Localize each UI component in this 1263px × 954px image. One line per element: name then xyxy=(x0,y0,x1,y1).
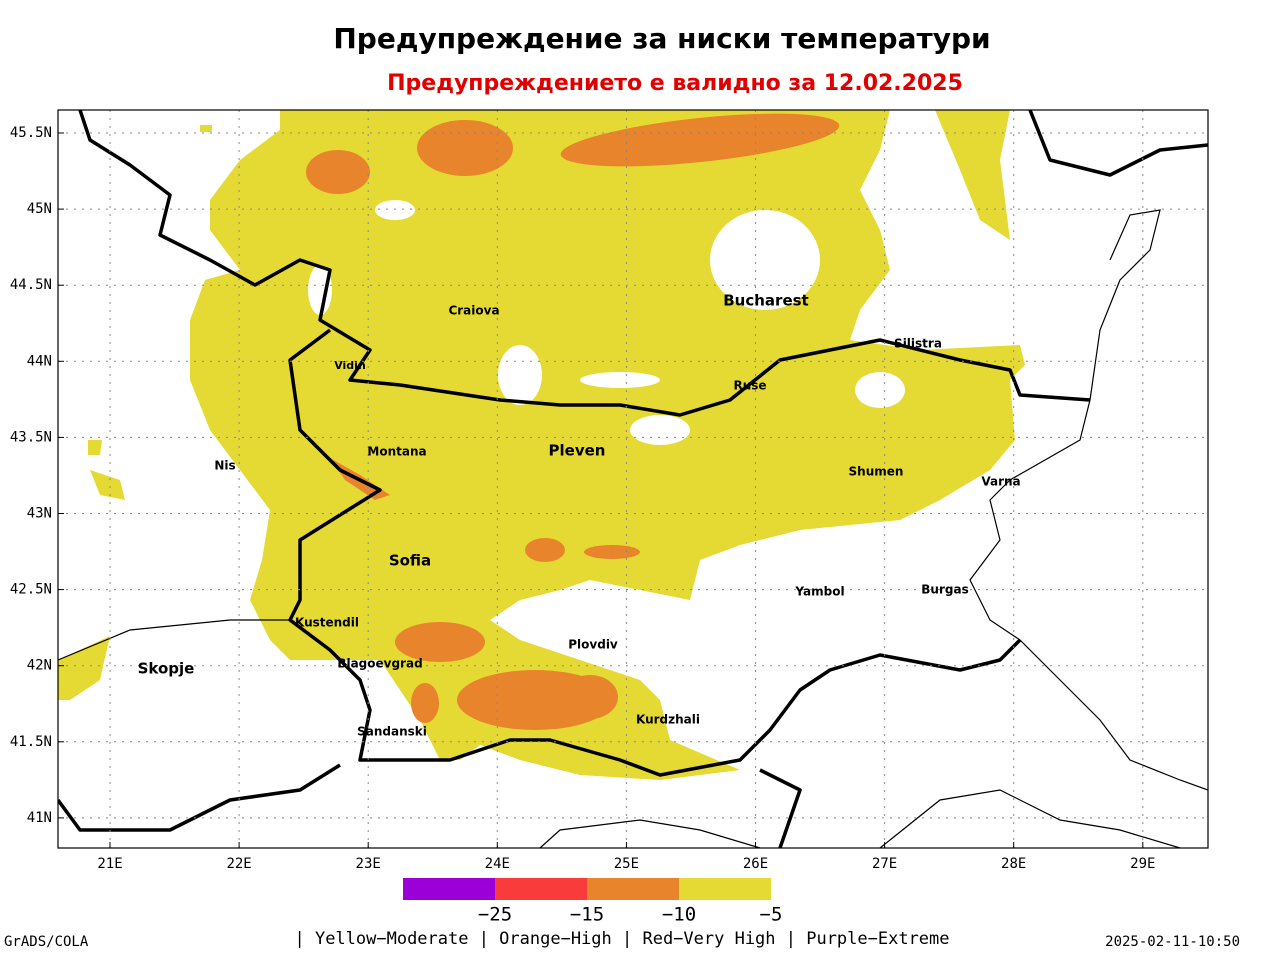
lon-label: 24E xyxy=(485,856,510,872)
colorbar xyxy=(403,878,771,900)
place-label: Silistra xyxy=(894,337,942,351)
place-label: Varna xyxy=(981,475,1020,489)
lat-label: 42.5N xyxy=(10,582,52,598)
lat-label: 45.5N xyxy=(10,125,52,141)
colorbar-label: −10 xyxy=(662,904,696,926)
place-label: Ruse xyxy=(733,379,766,393)
legend-text: | Yellow−Moderate | Orange−High | Red−Ve… xyxy=(294,929,949,949)
high-areas xyxy=(306,113,840,730)
place-label: Montana xyxy=(367,445,426,459)
lat-label: 43.5N xyxy=(10,429,52,445)
place-label: Yambol xyxy=(794,585,844,599)
place-label: Burgas xyxy=(921,583,968,597)
lon-label: 29E xyxy=(1130,856,1155,872)
place-label: Sofia xyxy=(389,552,431,570)
place-label: Craiova xyxy=(448,304,499,318)
place-label: Vidin xyxy=(334,359,366,372)
lon-label: 27E xyxy=(872,856,897,872)
place-label: Blagoevgrad xyxy=(337,657,422,671)
lat-label: 43N xyxy=(27,506,52,522)
place-label: Sandanski xyxy=(357,725,427,739)
place-label: Skopje xyxy=(138,660,195,678)
lat-label: 42N xyxy=(27,658,52,674)
place-label: Kurdzhali xyxy=(636,713,700,727)
place-label: Shumen xyxy=(849,465,904,479)
colorbar-label: −25 xyxy=(478,904,512,926)
lat-label: 44N xyxy=(27,353,52,369)
place-label: Plovdiv xyxy=(568,638,618,652)
lon-label: 25E xyxy=(614,856,639,872)
title: Предупреждение за ниски температури xyxy=(333,22,990,55)
colorbar-label: −15 xyxy=(570,904,604,926)
footer-left: GrADS/COLA xyxy=(4,934,89,950)
footer-right: 2025-02-11-10:50 xyxy=(1105,934,1240,950)
place-label: Pleven xyxy=(549,442,606,460)
lon-label: 26E xyxy=(743,856,768,872)
place-label: Nis xyxy=(214,459,235,473)
lon-label: 28E xyxy=(1001,856,1026,872)
lat-label: 41.5N xyxy=(10,734,52,750)
lat-label: 44.5N xyxy=(10,277,52,293)
colorbar-label: −5 xyxy=(760,904,783,926)
lon-label: 21E xyxy=(97,856,122,872)
place-label: Bucharest xyxy=(723,292,808,310)
lat-label: 45N xyxy=(27,201,52,217)
lat-label: 41N xyxy=(27,810,52,826)
lon-label: 23E xyxy=(356,856,381,872)
lon-label: 22E xyxy=(226,856,251,872)
subtitle: Предупреждението е валидно за 12.02.2025 xyxy=(387,71,963,96)
place-label: Kustendil xyxy=(295,616,359,630)
map xyxy=(57,109,1209,849)
